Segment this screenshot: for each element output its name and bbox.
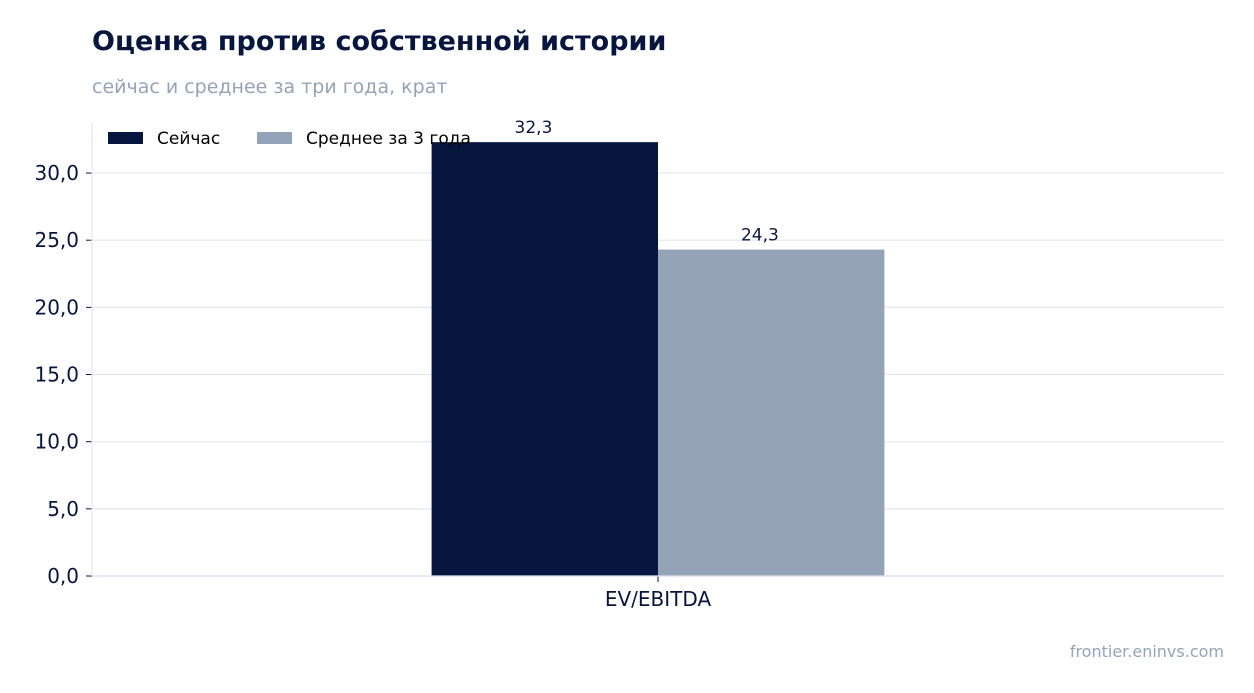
y-tick-label: 0,0 <box>47 564 79 588</box>
y-tick-label: 15,0 <box>34 363 79 387</box>
axes: 0,0 5,0 10,0 15,0 20,0 25,0 30,0 EV/EBITDA <box>34 122 1224 611</box>
bar-current <box>431 142 658 576</box>
chart-title: Оценка против собственной истории <box>92 26 667 57</box>
legend-swatch <box>257 132 292 144</box>
y-tick-label: 25,0 <box>34 228 79 252</box>
source-watermark: frontier.eninvs.com <box>1069 642 1224 661</box>
chart-subtitle: сейчас и среднее за три года, крат <box>92 76 448 98</box>
y-tick-label: 20,0 <box>34 295 79 319</box>
y-tick-label: 5,0 <box>47 497 79 521</box>
bar-three-year-average <box>658 249 885 576</box>
bar-value-label: 24,3 <box>741 226 779 246</box>
y-tick-label: 30,0 <box>34 161 79 185</box>
legend: Сейчас Среднее за 3 года <box>108 129 471 149</box>
legend-swatch <box>108 132 143 144</box>
legend-label: Сейчас <box>157 129 220 149</box>
bars: 32,3 24,3 <box>431 118 885 576</box>
x-tick-label: EV/EBITDA <box>605 587 712 611</box>
bar-value-label: 32,3 <box>515 118 553 138</box>
y-tick-label: 10,0 <box>34 430 79 454</box>
legend-label: Среднее за 3 года <box>306 129 471 149</box>
